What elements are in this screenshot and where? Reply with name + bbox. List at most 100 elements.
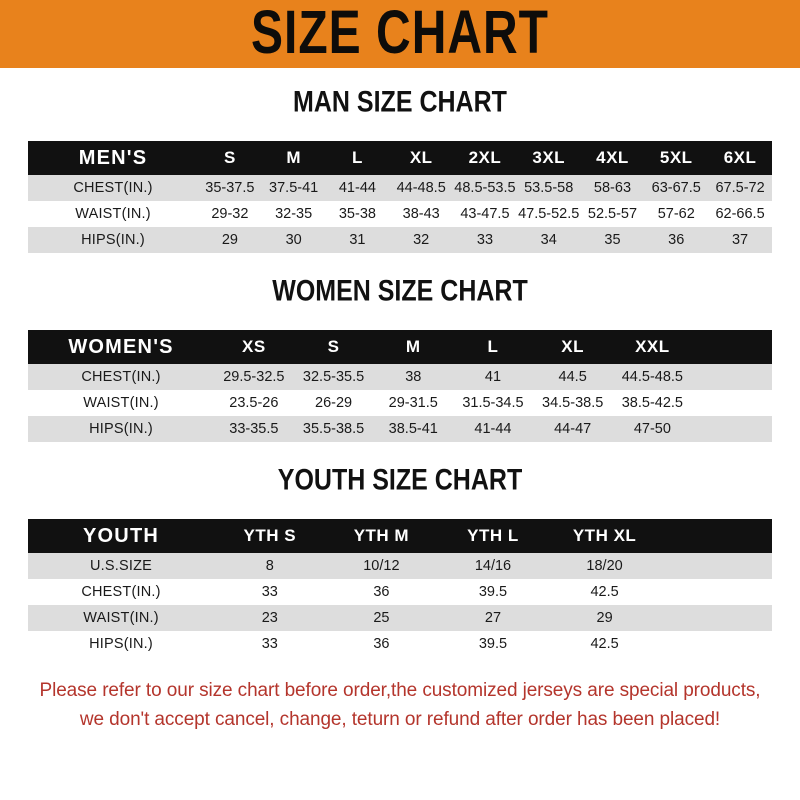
table-header-row: MEN'S S M L XL 2XL 3XL 4XL 5XL 6XL [28,141,772,175]
men-cell-1-1: 32-35 [261,201,326,227]
table-row: CHEST(IN.) 29.5-32.5 32.5-35.5 38 41 44.… [28,364,772,390]
women-cell-2-5: 47-50 [612,416,693,442]
women-cell-0-5: 44.5-48.5 [612,364,693,390]
table-row: CHEST(IN.) 35-37.5 37.5-41 41-44 44-48.5… [28,175,772,201]
men-cell-2-1: 30 [261,227,326,253]
men-cell-2-4: 33 [453,227,517,253]
youth-size-col-1: YTH M [325,519,438,553]
youth-cell-2-3: 29 [548,605,661,631]
men-cell-1-2: 35-38 [325,201,390,227]
order-policy-note-line-2: we don't accept cancel, change, teturn o… [79,708,721,730]
men-size-col-2: L [325,141,390,175]
youth-row-label-2: WAIST(IN.) [28,605,214,631]
table-row: HIPS(IN.) 33-35.5 35.5-38.5 38.5-41 41-4… [28,416,772,442]
men-cell-2-3: 32 [389,227,454,253]
women-cell-1-2: 29-31.5 [373,390,454,416]
women-row-header-label: WOMEN'S [28,330,214,364]
men-row-label-1: WAIST(IN.) [28,201,198,227]
youth-cell-0-3: 18/20 [548,553,661,579]
women-table-body: CHEST(IN.) 29.5-32.5 32.5-35.5 38 41 44.… [28,364,772,442]
men-cell-2-2: 31 [325,227,390,253]
youth-size-col-2: YTH L [437,519,549,553]
women-cell-1-6 [692,390,772,416]
youth-cell-2-1: 25 [325,605,438,631]
men-cell-0-7: 63-67.5 [644,175,709,201]
women-size-col-2: M [373,330,454,364]
men-cell-0-6: 58-63 [580,175,645,201]
men-size-col-6: 4XL [580,141,645,175]
youth-cell-1-2: 39.5 [437,579,549,605]
table-row: CHEST(IN.) 33 36 39.5 42.5 [28,579,772,605]
men-cell-2-5: 34 [516,227,581,253]
youth-size-table: YOUTH YTH S YTH M YTH L YTH XL U.S.SIZE … [28,519,772,657]
page-banner: SIZE CHART [0,0,800,68]
women-row-label-0: CHEST(IN.) [28,364,214,390]
section-youth: YOUTH SIZE CHART YOUTH YTH S YTH M YTH L… [0,463,800,657]
women-cell-2-4: 44-47 [532,416,613,442]
men-cell-0-2: 41-44 [325,175,390,201]
youth-row-header-label: YOUTH [28,519,214,553]
youth-cell-2-0: 23 [214,605,326,631]
men-cell-2-6: 35 [580,227,645,253]
section-title-youth: YOUTH SIZE CHART [277,463,523,497]
youth-cell-3-4 [660,631,772,657]
women-cell-2-0: 33-35.5 [214,416,294,442]
men-row-label-2: HIPS(IN.) [28,227,198,253]
section-title-women: WOMEN SIZE CHART [272,274,528,308]
youth-cell-3-2: 39.5 [437,631,549,657]
women-row-label-1: WAIST(IN.) [28,390,214,416]
table-row: HIPS(IN.) 29 30 31 32 33 34 35 36 37 [28,227,772,253]
women-cell-0-4: 44.5 [532,364,613,390]
men-cell-1-3: 38-43 [389,201,454,227]
men-cell-1-7: 57-62 [644,201,709,227]
section-title-men: MAN SIZE CHART [293,85,507,119]
order-policy-note-line-1: Please refer to our size chart before or… [39,680,761,701]
women-cell-2-1: 35.5-38.5 [293,416,374,442]
women-size-col-3: L [453,330,533,364]
men-cell-1-0: 29-32 [198,201,262,227]
table-row: HIPS(IN.) 33 36 39.5 42.5 [28,631,772,657]
table-row: WAIST(IN.) 29-32 32-35 35-38 38-43 43-47… [28,201,772,227]
youth-row-label-3: HIPS(IN.) [28,631,214,657]
men-size-col-3: XL [389,141,454,175]
table-header-row: YOUTH YTH S YTH M YTH L YTH XL [28,519,772,553]
women-size-col-5: XXL [612,330,693,364]
women-cell-2-2: 38.5-41 [373,416,454,442]
men-size-table: MEN'S S M L XL 2XL 3XL 4XL 5XL 6XL CHEST… [28,141,772,253]
men-size-col-7: 5XL [644,141,709,175]
men-size-col-0: S [198,141,262,175]
men-cell-2-7: 36 [644,227,709,253]
women-row-label-2: HIPS(IN.) [28,416,214,442]
youth-row-label-0: U.S.SIZE [28,553,214,579]
youth-size-col-3: YTH XL [548,519,661,553]
women-cell-1-4: 34.5-38.5 [532,390,613,416]
women-size-col-1: S [293,330,374,364]
youth-size-col-4 [660,519,772,553]
table-row: WAIST(IN.) 23 25 27 29 [28,605,772,631]
women-size-table: WOMEN'S XS S M L XL XXL CHEST(IN.) 29.5-… [28,330,772,442]
table-row: U.S.SIZE 8 10/12 14/16 18/20 [28,553,772,579]
men-table-body: CHEST(IN.) 35-37.5 37.5-41 41-44 44-48.5… [28,175,772,253]
women-cell-1-5: 38.5-42.5 [612,390,693,416]
women-cell-0-1: 32.5-35.5 [293,364,374,390]
women-size-col-4: XL [532,330,613,364]
women-cell-0-3: 41 [453,364,533,390]
page-title: SIZE CHART [251,0,549,68]
men-size-col-4: 2XL [453,141,517,175]
men-size-col-8: 6XL [708,141,772,175]
order-policy-note: Please refer to our size chart before or… [0,677,800,734]
men-cell-1-6: 52.5-57 [580,201,645,227]
women-cell-1-3: 31.5-34.5 [453,390,533,416]
youth-cell-1-4 [660,579,772,605]
men-cell-0-4: 48.5-53.5 [453,175,517,201]
men-cell-1-4: 43-47.5 [453,201,517,227]
section-men: MAN SIZE CHART MEN'S S M L XL 2XL 3XL 4X… [0,85,800,253]
youth-cell-2-4 [660,605,772,631]
women-cell-0-6 [692,364,772,390]
youth-cell-3-0: 33 [214,631,326,657]
youth-cell-0-2: 14/16 [437,553,549,579]
men-cell-2-0: 29 [198,227,262,253]
men-cell-2-8: 37 [708,227,772,253]
women-size-col-6 [692,330,772,364]
